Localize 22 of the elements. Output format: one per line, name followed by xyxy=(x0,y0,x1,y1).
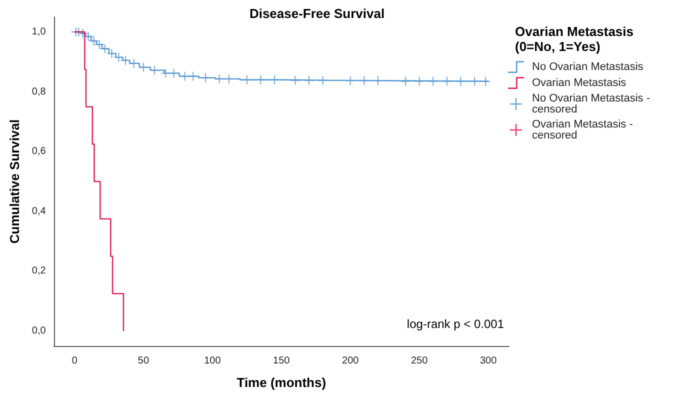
x-tick-label: 100 xyxy=(204,356,222,366)
legend-label: Ovarian Metastasis xyxy=(532,77,627,89)
y-tick-label: 0,6 xyxy=(32,146,46,158)
x-tick-label: 150 xyxy=(273,356,290,366)
y-tick-label: 0,4 xyxy=(32,206,46,217)
annotation: log-rank p < 0.001 xyxy=(406,317,504,331)
x-axis-title: Time (months) xyxy=(236,375,326,390)
x-tick-label: 250 xyxy=(410,356,428,366)
x-tick-label: 50 xyxy=(138,356,150,366)
legend-label: Ovarian Metastasis - censored xyxy=(532,118,636,142)
x-tick-label: 200 xyxy=(342,356,360,366)
y-tick-label: 0,0 xyxy=(32,326,46,337)
x-tick-label: 300 xyxy=(480,356,498,366)
legend-title: Ovarian Metastasis (0=No, 1=Yes) xyxy=(515,24,634,54)
y-tick-label: 0,2 xyxy=(32,266,46,277)
y-tick-label: 0,8 xyxy=(32,86,46,98)
y-tick-label: 1,0 xyxy=(32,26,46,38)
chart-title: Disease-Free Survival xyxy=(249,6,385,21)
legend-label: No Ovarian Metastasis - censored xyxy=(532,92,654,116)
legend-label: No Ovarian Metastasis xyxy=(532,61,644,73)
x-tick-label: 0 xyxy=(72,356,78,366)
y-axis-title: Cumulative Survival xyxy=(7,119,22,244)
